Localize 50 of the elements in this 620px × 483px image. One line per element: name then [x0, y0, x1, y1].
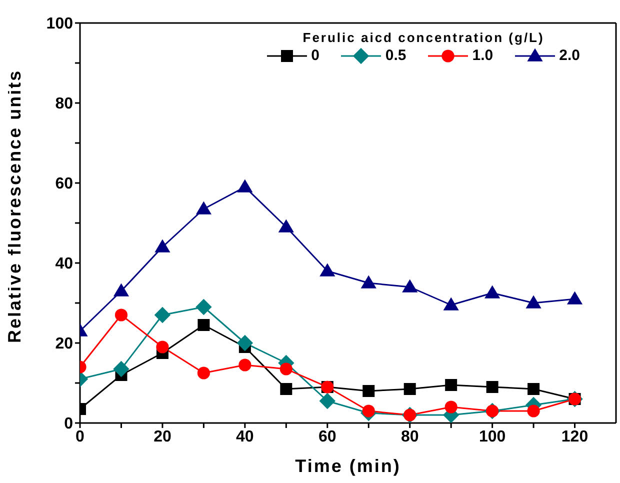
point — [280, 362, 292, 376]
legend-label: 2.0 — [559, 47, 580, 64]
point — [527, 404, 540, 418]
point — [484, 285, 500, 298]
point — [443, 297, 459, 310]
point — [528, 383, 540, 395]
point — [402, 279, 418, 292]
point — [360, 275, 376, 288]
point — [566, 291, 583, 304]
point — [237, 179, 253, 192]
legend-title: Ferulic aicd concentration (g/L) — [302, 30, 546, 45]
x-tick-label: 40 — [236, 428, 254, 446]
x-axis-title: Time (min) — [295, 456, 401, 476]
legend-label: 0.5 — [385, 47, 406, 64]
x-tick-label: 60 — [318, 428, 336, 446]
point — [238, 358, 252, 372]
point — [154, 239, 170, 252]
y-tick-label: 0 — [64, 416, 74, 433]
point — [445, 379, 458, 391]
point — [197, 366, 210, 380]
y-tick-label: 60 — [55, 176, 74, 193]
y-tick-label: 20 — [55, 336, 74, 353]
y-tick-label: 100 — [46, 16, 74, 33]
point — [198, 319, 210, 331]
x-tick-label: 120 — [561, 428, 588, 446]
point — [320, 263, 336, 276]
point — [236, 334, 254, 352]
point — [154, 306, 171, 324]
point — [526, 295, 542, 308]
point — [280, 383, 292, 395]
x-tick-label: 100 — [478, 428, 506, 446]
x-tick-label: 80 — [400, 428, 419, 446]
point — [362, 385, 375, 397]
legend-label: 0 — [311, 47, 320, 64]
x-tick-label: 0 — [76, 428, 85, 446]
point — [319, 392, 336, 410]
point — [156, 340, 169, 354]
point — [113, 360, 130, 378]
point — [113, 283, 130, 296]
legend-label: 1.0 — [472, 47, 494, 64]
point — [486, 381, 498, 393]
point — [404, 383, 416, 395]
point — [196, 298, 212, 316]
point — [444, 400, 458, 414]
point — [196, 201, 212, 214]
y-tick-label: 40 — [55, 256, 74, 273]
point — [114, 308, 128, 322]
y-tick-label: 80 — [55, 96, 74, 113]
x-tick-label: 20 — [154, 428, 172, 446]
point — [278, 219, 294, 232]
